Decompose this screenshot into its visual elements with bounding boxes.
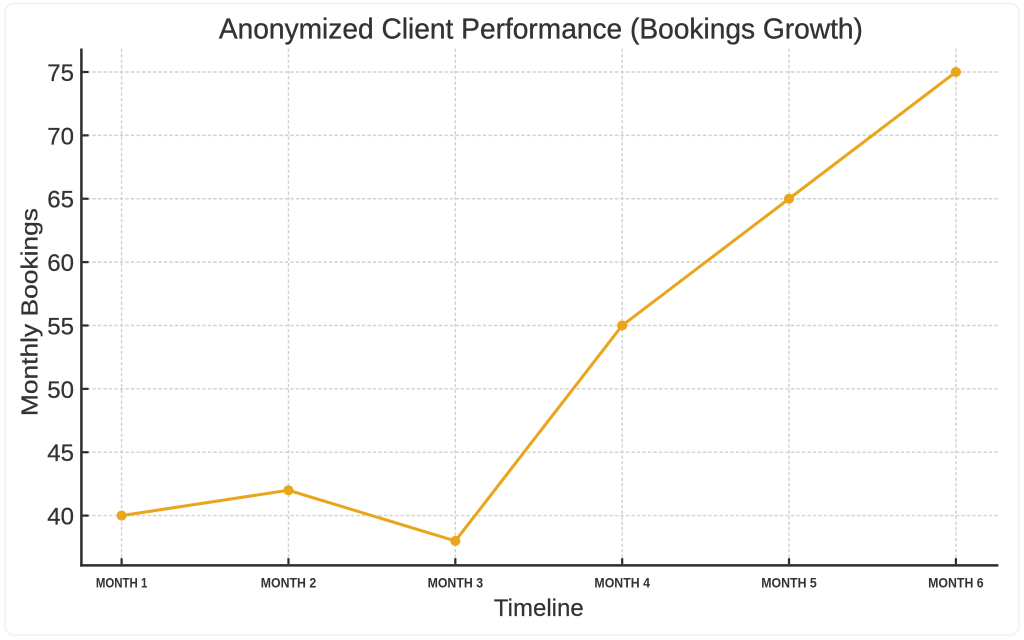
svg-text:60: 60: [47, 250, 74, 277]
svg-text:40: 40: [47, 504, 74, 531]
svg-text:55: 55: [47, 314, 74, 341]
svg-text:Timeline: Timeline: [494, 595, 584, 622]
svg-text:Anonymized Client Performance: Anonymized Client Performance (Bookings …: [219, 14, 863, 46]
svg-text:Monthly Bookings: Monthly Bookings: [16, 208, 42, 416]
svg-text:75: 75: [47, 60, 74, 87]
svg-text:45: 45: [47, 440, 74, 467]
svg-text:MONTH 2: MONTH 2: [261, 575, 317, 591]
svg-text:70: 70: [47, 123, 74, 150]
svg-text:65: 65: [47, 187, 74, 214]
svg-text:MONTH 6: MONTH 6: [928, 575, 984, 591]
svg-text:50: 50: [47, 377, 74, 404]
svg-text:MONTH 1: MONTH 1: [96, 575, 148, 591]
svg-text:MONTH 4: MONTH 4: [594, 575, 650, 591]
svg-text:MONTH 3: MONTH 3: [428, 575, 484, 591]
svg-text:MONTH 5: MONTH 5: [761, 575, 817, 591]
